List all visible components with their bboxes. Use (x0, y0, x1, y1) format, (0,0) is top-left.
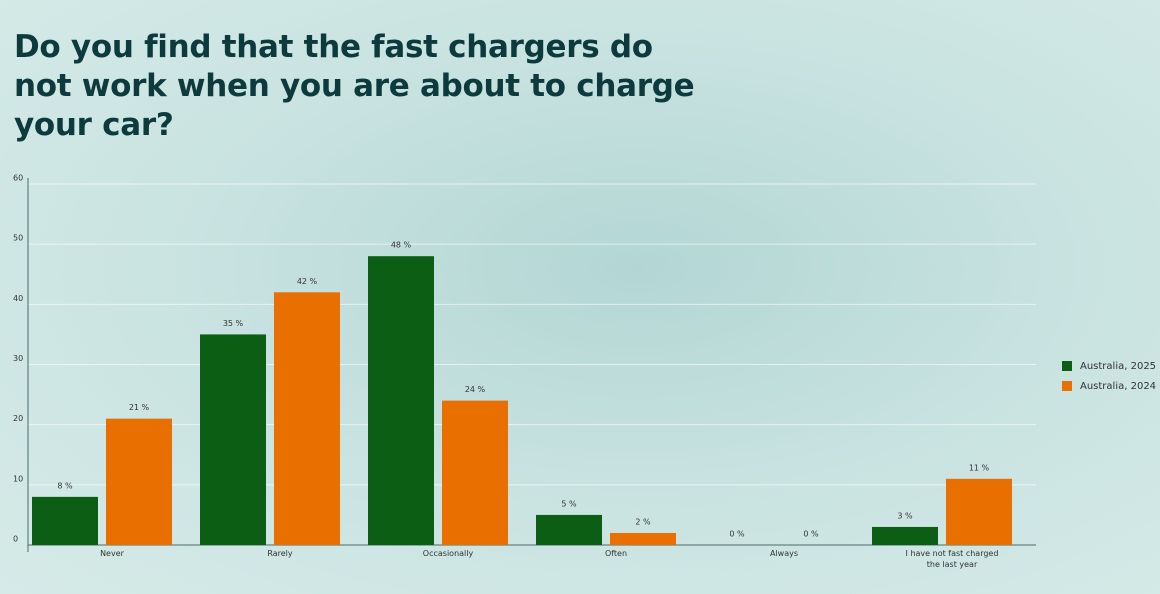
chart-title: Do you find that the fast chargers do no… (14, 29, 695, 143)
legend-label: Australia, 2024 (1080, 381, 1156, 392)
value-label: 8 % (57, 481, 73, 490)
bar (872, 526, 938, 545)
x-tick-label: Often (604, 549, 628, 558)
bar (536, 514, 602, 545)
bar (946, 478, 1012, 545)
bar (442, 400, 508, 545)
value-label: 42 % (297, 277, 318, 286)
value-label: 11 % (969, 463, 990, 472)
legend-label: Australia, 2025 (1080, 361, 1156, 372)
legend-swatch (1062, 381, 1072, 391)
y-tick-label: 60 (13, 174, 23, 183)
value-label: 2 % (635, 517, 651, 526)
value-label: 24 % (465, 385, 486, 394)
legend-swatch (1062, 361, 1072, 371)
value-label: 0 % (803, 530, 819, 539)
value-label: 35 % (223, 319, 244, 328)
value-label: 0 % (729, 530, 745, 539)
value-label: 48 % (391, 241, 412, 250)
y-tick-label: 20 (13, 414, 23, 423)
x-tick-label: Always (769, 549, 799, 558)
x-tick-label: Never (100, 549, 124, 558)
y-tick-label: 10 (13, 474, 23, 483)
y-tick-label: 40 (13, 294, 23, 303)
value-label: 21 % (129, 403, 150, 412)
bar (610, 532, 676, 545)
bar (368, 256, 434, 545)
y-tick-label: 50 (13, 234, 23, 243)
x-tick-label: I have not fast charged the last year (905, 549, 999, 569)
y-tick-label: 0 (13, 535, 18, 544)
y-tick-label: 30 (13, 354, 23, 363)
value-label: 5 % (561, 499, 577, 508)
bar (32, 496, 98, 545)
bar (274, 292, 340, 545)
bar (106, 418, 172, 545)
x-tick-label: Rarely (267, 549, 293, 558)
x-tick-label: Occasionally (422, 549, 474, 558)
bar (200, 334, 266, 545)
value-label: 3 % (897, 511, 913, 520)
